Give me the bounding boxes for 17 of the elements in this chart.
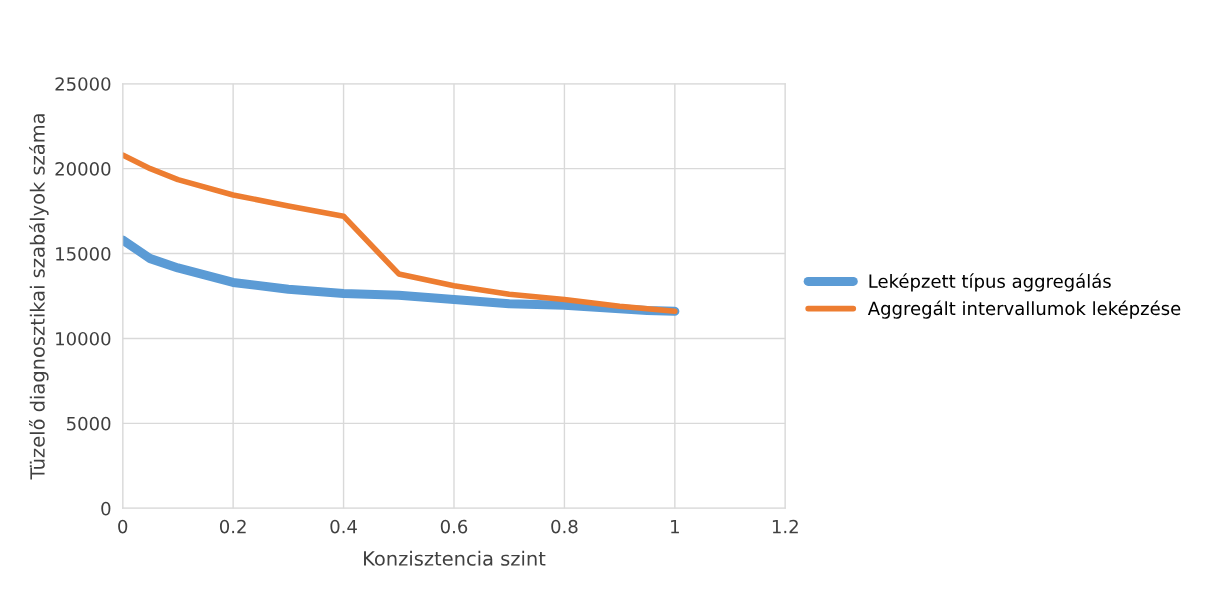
x-tick-label: 1 [671, 519, 679, 534]
y-tick-label: 20000 [55, 162, 111, 176]
y-tick-label: 25000 [55, 77, 111, 91]
y-tick-label: 0 [101, 501, 111, 516]
legend-label: Aggregált intervallumok leképzése [867, 300, 1181, 319]
x-tick-label: 0.4 [330, 519, 357, 534]
x-tick-label: 1.2 [772, 519, 798, 534]
y-tick-label: 15000 [56, 247, 111, 261]
x-tick-label: 0.6 [440, 519, 468, 534]
x-tick-label: 0.2 [219, 519, 246, 534]
y-tick-label: 10000 [56, 331, 111, 346]
y-tick-label: 5000 [67, 416, 111, 431]
legend-label: Leképzett típus aggregálás [869, 273, 1111, 292]
x-tick-label: 0 [118, 519, 128, 534]
y-axis-title: Tüzelő diagnosztikai szabályok száma [29, 114, 49, 480]
x-axis-title: Konzisztencia szint [364, 550, 546, 566]
x-tick-label: 0.8 [551, 519, 578, 534]
